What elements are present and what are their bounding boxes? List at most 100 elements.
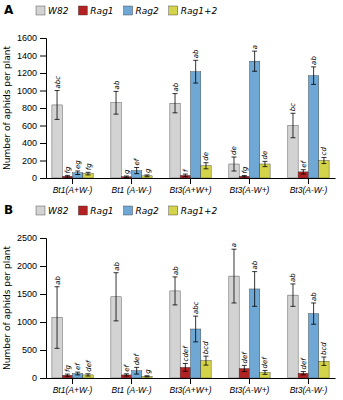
error-cap	[114, 91, 119, 92]
tick: 0	[32, 373, 46, 383]
error-bar	[77, 171, 78, 175]
error-bar	[303, 170, 304, 174]
error-cap	[75, 372, 80, 373]
tick-mark	[40, 161, 46, 162]
stat-label: ef	[133, 157, 141, 165]
tick: Bt3(A+W+)	[169, 178, 211, 195]
stat-label: cdef	[182, 345, 190, 362]
error-cap	[65, 376, 70, 377]
error-cap	[321, 157, 326, 158]
tick: 1200	[17, 68, 46, 78]
error-cap	[203, 356, 208, 357]
tick-mark	[190, 378, 191, 384]
error-cap	[124, 373, 129, 374]
error-cap	[262, 166, 267, 167]
tick-label: Bt3(A+W+)	[169, 385, 211, 395]
tick-label: 1200	[17, 68, 37, 78]
tick: 2000	[17, 261, 46, 271]
error-cap	[321, 365, 326, 366]
stat-label: fg	[241, 166, 249, 173]
stat-label: ab	[113, 261, 121, 270]
bar	[62, 176, 72, 178]
tick-label: 600	[22, 121, 37, 131]
stat-label: ab	[310, 292, 318, 301]
legend-item: Rag1+2	[169, 206, 218, 216]
legend-swatch	[124, 206, 133, 215]
tick-mark	[190, 178, 191, 184]
tick-label: 0	[32, 373, 37, 383]
tick: 0	[32, 173, 46, 183]
tick: Bt1 (A-W-)	[112, 178, 152, 195]
tick-mark	[40, 378, 46, 379]
stat-label: bcd	[320, 342, 328, 355]
legend-item: Rag1	[78, 206, 113, 216]
error-cap	[124, 175, 129, 176]
legend-swatch	[36, 6, 45, 15]
error-cap	[193, 83, 198, 84]
stat-label: bcd	[202, 341, 210, 354]
panel: 02004006008001000120014001600Bt1(A+W-)Bt…	[2, 3, 336, 195]
error-cap	[75, 174, 80, 175]
error-cap	[252, 271, 257, 272]
y-axis-title: Number of aphids per plant	[2, 246, 12, 370]
stat-label: fg	[85, 163, 93, 170]
y-axis: 05001000150020002500	[17, 233, 47, 383]
bar	[288, 295, 298, 378]
error-cap	[321, 357, 326, 358]
error-cap	[55, 90, 60, 91]
error-cap	[203, 162, 208, 163]
tick-label: 2000	[17, 261, 37, 271]
error-cap	[86, 373, 91, 374]
bar	[308, 76, 318, 178]
stat-label: def	[300, 357, 308, 370]
legend: W82Rag1Rag2Rag1+2	[36, 6, 218, 16]
legend-label: Rag2	[136, 206, 159, 216]
error-bar	[244, 365, 245, 371]
error-cap	[231, 157, 236, 158]
chart-container: 02004006008001000120014001600Bt1(A+W-)Bt…	[0, 0, 343, 400]
error-cap	[55, 119, 60, 120]
error-cap	[86, 376, 91, 377]
series	[52, 249, 298, 378]
tick-mark	[40, 238, 46, 239]
stat-label: de	[261, 151, 269, 160]
tick-label: 2500	[17, 233, 37, 243]
tick-mark	[40, 38, 46, 39]
series	[52, 91, 298, 179]
stat-label: a	[230, 243, 238, 247]
tick-label: 500	[22, 345, 37, 355]
marks	[52, 51, 329, 178]
stat-label: def	[261, 356, 269, 369]
error-bar	[233, 157, 234, 171]
tick-label: Bt3(A+W+)	[169, 185, 211, 195]
error-cap	[321, 163, 326, 164]
tick-mark	[131, 378, 132, 384]
error-bar	[175, 277, 176, 305]
stat-label: def	[241, 351, 249, 364]
tick: Bt3(A-W+)	[230, 178, 270, 195]
tick: 1000	[17, 317, 46, 327]
tick-mark	[40, 266, 46, 267]
tick-label: 200	[22, 156, 37, 166]
tick: 400	[22, 138, 46, 148]
error-cap	[145, 176, 150, 177]
stat-label: g	[144, 369, 152, 374]
tick: 1600	[17, 33, 46, 43]
tick-label: 1600	[17, 33, 37, 43]
annotations: abababaabfgefcdefdefdefefdefabcababdefgb…	[54, 243, 329, 374]
stat-label: ab	[192, 49, 200, 58]
legend-label: Rag2	[136, 6, 159, 16]
error-bar	[77, 372, 78, 375]
stat-label: eg	[74, 160, 82, 169]
error-cap	[301, 174, 306, 175]
series	[73, 272, 319, 378]
legend-label: Rag1+2	[181, 206, 218, 216]
tick-mark	[131, 178, 132, 184]
plot: 05001000150020002500Bt1(A+W-)Bt1 (A-W-)B…	[2, 233, 336, 395]
error-cap	[252, 306, 257, 307]
error-bar	[233, 249, 234, 303]
tick-label: 400	[22, 138, 37, 148]
stat-label: abc	[54, 76, 62, 89]
axis-line	[40, 239, 47, 379]
legend-item: Rag1	[78, 6, 113, 16]
